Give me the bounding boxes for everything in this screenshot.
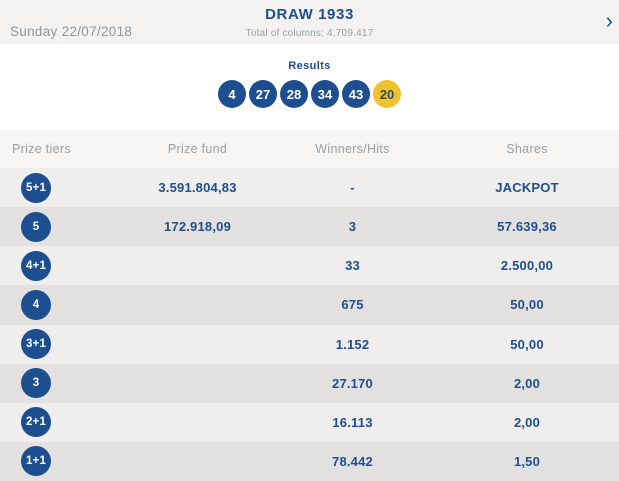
column-header-shares: Shares <box>506 142 548 156</box>
tier-badge: 3 <box>21 368 51 399</box>
prize-tier-row: 3+1 1.152 50,00 <box>0 324 619 364</box>
winners-hits-value: 675 <box>341 297 364 313</box>
draw-header: Sunday 22/07/2018 DRAW 1933 Total of col… <box>0 0 619 44</box>
prize-tier-row: 5+1 3.591.804,83 - JACKPOT <box>0 168 619 208</box>
winners-hits-value: 33 <box>345 258 360 274</box>
shares-value: 2.500,00 <box>500 258 554 274</box>
tier-cell: 4+1 <box>0 250 125 281</box>
drawn-numbers-row: 4 27 28 34 43 20 <box>218 80 401 108</box>
tier-badge: 2+1 <box>21 407 51 438</box>
tier-cell: 4 <box>0 289 125 320</box>
prize-table-header: Prize tiers Prize fund Winners/Hits Shar… <box>0 130 619 168</box>
tier-cell: 2+1 <box>0 407 125 438</box>
winners-hits-value: 27.170 <box>332 375 373 391</box>
shares-value: 2,00 <box>513 414 541 430</box>
prize-tier-row: 2+1 16.113 2,00 <box>0 402 619 442</box>
winners-hits-value: 1.152 <box>335 336 370 352</box>
drawn-number-ball: 27 <box>249 80 277 108</box>
winners-hits-value: - <box>350 180 355 196</box>
drawn-number-ball: 4 <box>218 80 246 108</box>
tier-badge: 5+1 <box>21 172 51 203</box>
draw-date: Sunday 22/07/2018 <box>10 24 133 39</box>
drawn-number-ball: 34 <box>311 80 339 108</box>
winners-hits-value: 3 <box>348 219 357 235</box>
prize-table-body: 5+1 3.591.804,83 - JACKPOT 5 172.918,09 … <box>0 168 619 481</box>
prize-tier-row: 5 172.918,09 3 57.639,36 <box>0 207 619 247</box>
shares-value: 57.639,36 <box>497 219 557 235</box>
results-section: Results 4 27 28 34 43 20 <box>0 44 619 130</box>
drawn-number-ball: 20 <box>373 80 401 108</box>
tier-badge: 3+1 <box>21 329 51 360</box>
prize-tier-row: 3 27.170 2,00 <box>0 363 619 403</box>
shares-value: 50,00 <box>510 297 544 313</box>
tier-cell: 5+1 <box>0 172 125 203</box>
shares-value: JACKPOT <box>495 180 559 196</box>
prize-tier-row: 4 675 50,00 <box>0 285 619 325</box>
tier-cell: 1+1 <box>0 446 125 477</box>
next-draw-chevron-icon[interactable]: › <box>605 8 613 33</box>
tier-badge: 5 <box>21 211 51 242</box>
draw-title-block: DRAW 1933 Total of columns: 4.709.417 <box>246 6 374 39</box>
drawn-number-ball: 28 <box>280 80 308 108</box>
prize-fund-value: 172.918,09 <box>163 219 232 235</box>
winners-hits-value: 78.442 <box>332 453 373 469</box>
tier-badge: 1+1 <box>21 446 51 477</box>
shares-value: 2,00 <box>513 375 541 391</box>
column-header-prize-tiers: Prize tiers <box>12 142 71 156</box>
winners-hits-value: 16.113 <box>332 414 373 430</box>
shares-value: 50,00 <box>510 336 544 352</box>
prize-tier-row: 4+1 33 2.500,00 <box>0 246 619 286</box>
prize-table: Prize tiers Prize fund Winners/Hits Shar… <box>0 130 619 481</box>
column-header-prize-fund: Prize fund <box>167 142 228 156</box>
drawn-number-ball: 43 <box>342 80 370 108</box>
shares-value: 1,50 <box>513 453 541 469</box>
column-header-winners-hits: Winners/Hits <box>315 142 390 156</box>
prize-tier-row: 1+1 78.442 1,50 <box>0 441 619 481</box>
results-label: Results <box>288 60 331 72</box>
prize-fund-value: 3.591.804,83 <box>158 180 237 196</box>
draw-title: DRAW 1933 <box>265 6 354 23</box>
tier-badge: 4 <box>21 289 51 320</box>
tier-cell: 3 <box>0 368 125 399</box>
tier-badge: 4+1 <box>21 250 51 281</box>
total-columns-label: Total of columns: 4.709.417 <box>245 28 374 39</box>
tier-cell: 3+1 <box>0 329 125 360</box>
tier-cell: 5 <box>0 211 125 242</box>
